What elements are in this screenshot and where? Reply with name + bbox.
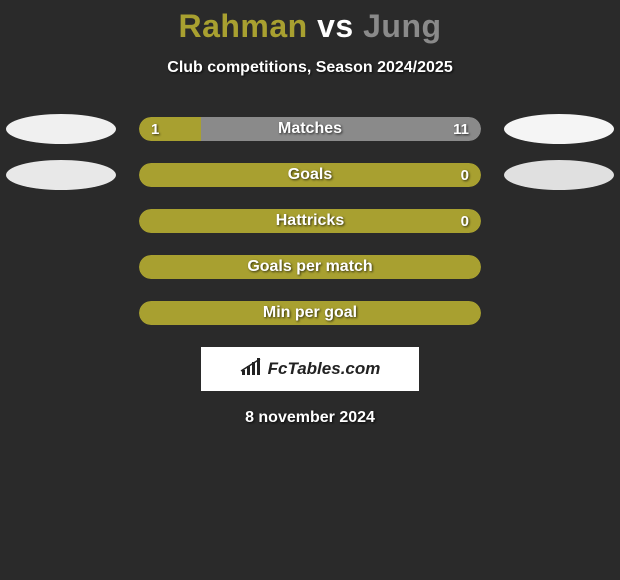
player1-name: Rahman: [178, 8, 307, 44]
stat-rows: Matches111 Goals0 Hattricks0 Goals per matc…: [0, 117, 620, 325]
stat-bar: Goals per match: [139, 255, 481, 279]
page-title: Rahman vs Jung: [0, 8, 620, 45]
bars-icon: [240, 358, 264, 381]
team-ellipse-right: [504, 160, 614, 190]
date-line: 8 november 2024: [0, 409, 620, 427]
bar-fill-right: [201, 117, 481, 141]
stat-row: Goals0: [0, 163, 620, 187]
stat-row: Matches111: [0, 117, 620, 141]
stat-row: Goals per match: [0, 255, 620, 279]
logo-box: FcTables.com: [201, 347, 419, 391]
stat-row: Min per goal: [0, 301, 620, 325]
team-ellipse-left: [6, 160, 116, 190]
bar-fill: [139, 301, 481, 325]
logo: FcTables.com: [240, 358, 381, 381]
logo-text: FcTables.com: [268, 359, 381, 379]
bar-fill: [139, 163, 481, 187]
vs-word: vs: [317, 8, 354, 44]
stat-bar: Min per goal: [139, 301, 481, 325]
bar-fill: [139, 209, 481, 233]
bar-fill: [139, 255, 481, 279]
subtitle: Club competitions, Season 2024/2025: [0, 59, 620, 77]
bar-fill-left: [139, 117, 201, 141]
player2-name: Jung: [363, 8, 441, 44]
team-ellipse-right: [504, 114, 614, 144]
stat-bar: Matches111: [139, 117, 481, 141]
stat-bar: Goals0: [139, 163, 481, 187]
stat-row: Hattricks0: [0, 209, 620, 233]
team-ellipse-left: [6, 114, 116, 144]
comparison-infographic: Rahman vs Jung Club competitions, Season…: [0, 0, 620, 427]
stat-bar: Hattricks0: [139, 209, 481, 233]
